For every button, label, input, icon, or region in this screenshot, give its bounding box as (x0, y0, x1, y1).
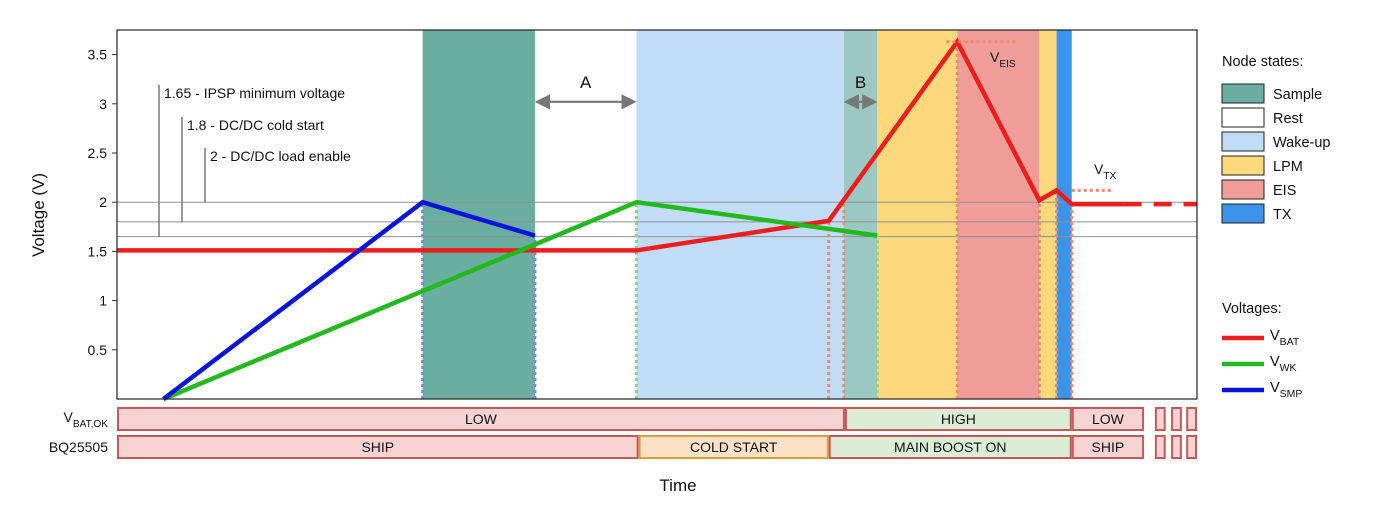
status-row-label-0: VBAT,OK (64, 409, 109, 430)
legend-label-wake-up: Wake-up (1273, 135, 1330, 151)
status-segment-label-1-1: COLD START (690, 439, 778, 455)
legend-label-lpm: LPM (1273, 159, 1303, 175)
y-tick-label-3: 2 (99, 194, 107, 210)
legend-voltage-label-wk: VWK (1270, 354, 1297, 374)
y-tick-label-1: 1 (99, 293, 107, 309)
state-region-sample-0 (422, 30, 535, 399)
legend-voltages-title: Voltages: (1222, 301, 1282, 317)
status-row-label-main-0: V (64, 409, 74, 425)
legend-voltage-main-1: V (1270, 354, 1280, 370)
legend-label-rest: Rest (1273, 111, 1303, 127)
legend-voltage-main-0: V (1270, 328, 1280, 344)
series-line-v-bat (117, 37, 1124, 253)
interval-label-b: B (855, 73, 866, 92)
status-segment-label-0-0: LOW (465, 411, 498, 427)
status-segment-0-1 (844, 407, 1072, 431)
legend-voltage-label-smp: VSMP (1270, 380, 1302, 400)
y-tick-label-6: 3.5 (88, 47, 108, 63)
interval-label-a: A (580, 73, 592, 92)
status-rows: VBAT,OK LOW HIGH LOW BQ25505 SHIP COLD START MA… (49, 407, 1197, 459)
status-segment-1-2 (828, 435, 1072, 459)
plot-frame (116, 29, 1198, 400)
state-regions (422, 30, 1072, 399)
status-segment-1-1 (638, 435, 829, 459)
state-region-eis-4 (957, 30, 1040, 399)
state-region-lpm-3 (877, 30, 958, 399)
v-tx-label-main: V (1094, 161, 1104, 177)
y-axis-label: Voltage (V) (29, 173, 48, 257)
legend-swatch-rest (1221, 107, 1265, 128)
legend-swatch-eis (1221, 179, 1265, 200)
legend-swatch-wake-up (1221, 131, 1265, 152)
legend-swatch-lpm (1221, 155, 1265, 176)
threshold-label-0: 1.65 - IPSP minimum voltage (164, 85, 345, 101)
threshold-label-2: 2 - DC/DC load enable (210, 148, 351, 164)
legend-voltage-main-2: V (1270, 380, 1280, 396)
legend-voltage-sub-1: WK (1280, 363, 1297, 374)
legend-swatch-tx (1221, 203, 1265, 224)
state-region-tx-6 (1056, 30, 1072, 399)
v-eis-label: VEIS (990, 49, 1016, 70)
threshold-lines: 1.65 - IPSP minimum voltage 1.8 - DC/DC c… (117, 85, 1197, 238)
legend-label-sample: Sample (1273, 87, 1322, 103)
legend-swatch-sample (1221, 83, 1265, 104)
legend-states-title: Node states: (1222, 54, 1303, 70)
y-tick-label-4: 2.5 (88, 145, 108, 161)
status-segment-1-6 (1186, 435, 1197, 459)
status-segment-label-0-1: HIGH (941, 411, 976, 427)
legend-label-eis: EIS (1273, 183, 1296, 199)
state-region-lpm-5 (1039, 30, 1057, 399)
status-segment-label-1-2: MAIN BOOST ON (894, 439, 1007, 455)
legend-voltage-sub-0: BAT (1280, 337, 1300, 348)
y-tick-label-0: 0.5 (88, 342, 108, 358)
v-tx-label-sub: TX (1103, 171, 1116, 182)
y-tick-label-5: 3 (99, 96, 107, 112)
v-tx-label: VTX (1094, 161, 1116, 182)
status-segment-1-3 (1071, 435, 1145, 459)
x-axis-label: Time (659, 476, 696, 495)
threshold-label-1: 1.8 - DC/DC cold start (187, 117, 324, 133)
status-segment-label-1-0: SHIP (361, 439, 394, 455)
v-eis-label-sub: EIS (999, 59, 1016, 70)
status-segment-0-5 (1186, 407, 1197, 431)
y-axis: 0.5 1 1.5 2 2.5 3 3.5 (88, 47, 117, 358)
status-segment-1-5 (1171, 435, 1182, 459)
dotted-markers (421, 41, 1074, 399)
series-line-v-wk (162, 199, 878, 402)
legend: Node states: Sample Rest Wake-up LPM EIS TX Vol… (1221, 54, 1330, 400)
legend-voltage-sub-2: SMP (1280, 389, 1303, 400)
legend-voltage-label-bat: VBAT (1270, 328, 1300, 348)
y-tick-label-2: 1.5 (88, 243, 108, 259)
status-segment-0-2 (1071, 407, 1145, 431)
state-region-sample-2 (843, 30, 878, 399)
status-row-label-sub-0: BAT,OK (73, 419, 108, 430)
status-segment-label-1-3: SHIP (1092, 439, 1125, 455)
status-row-label-1: BQ25505 (49, 439, 108, 455)
voltage-series (117, 37, 1197, 402)
status-segment-0-4 (1171, 407, 1182, 431)
status-segment-1-4 (1154, 435, 1166, 459)
status-segment-1-0 (117, 435, 639, 459)
legend-label-tx: TX (1273, 207, 1292, 223)
series-line-v-smp (162, 199, 536, 401)
v-eis-label-main: V (990, 49, 1000, 65)
status-segment-0-3 (1154, 407, 1166, 431)
status-segment-label-0-2: LOW (1092, 411, 1125, 427)
status-segment-0-0 (117, 407, 845, 431)
